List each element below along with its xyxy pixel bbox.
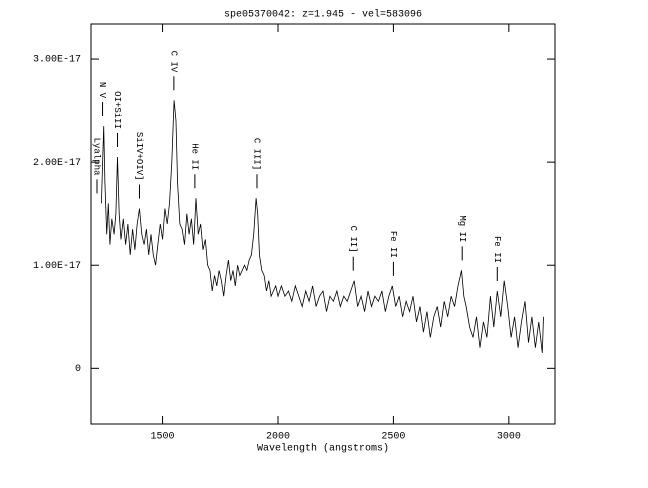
line-label: SiIV+OIV] — [134, 132, 144, 181]
x-tick-label: 2000 — [266, 432, 290, 443]
y-tick-label: 0 — [75, 364, 81, 375]
line-label: Fe II — [388, 231, 398, 258]
line-label: N V — [97, 82, 107, 99]
x-tick-label: 1500 — [151, 432, 175, 443]
spectrum-line — [101, 100, 544, 353]
plot-frame — [90, 23, 556, 425]
x-tick-label: 3000 — [497, 432, 521, 443]
line-label: OI+SiII — [112, 91, 122, 129]
y-tick-label: 1.00E-17 — [33, 261, 81, 272]
line-label: He II — [190, 143, 200, 170]
line-label: Mg II — [457, 215, 467, 242]
line-label: C IV — [168, 51, 178, 73]
y-tick-label: 2.00E-17 — [33, 158, 81, 169]
line-label: C II] — [348, 226, 358, 253]
line-label: Fe II — [492, 236, 502, 263]
x-axis-label: Wavelength (angstroms) — [257, 443, 389, 455]
line-label: Lyalpha — [92, 138, 102, 176]
chart-title: spe05370042: z=1.945 - vel=583096 — [224, 9, 422, 21]
x-tick-label: 2500 — [381, 432, 405, 443]
line-label: C III] — [252, 138, 262, 170]
y-tick-label: 3.00E-17 — [33, 55, 81, 66]
